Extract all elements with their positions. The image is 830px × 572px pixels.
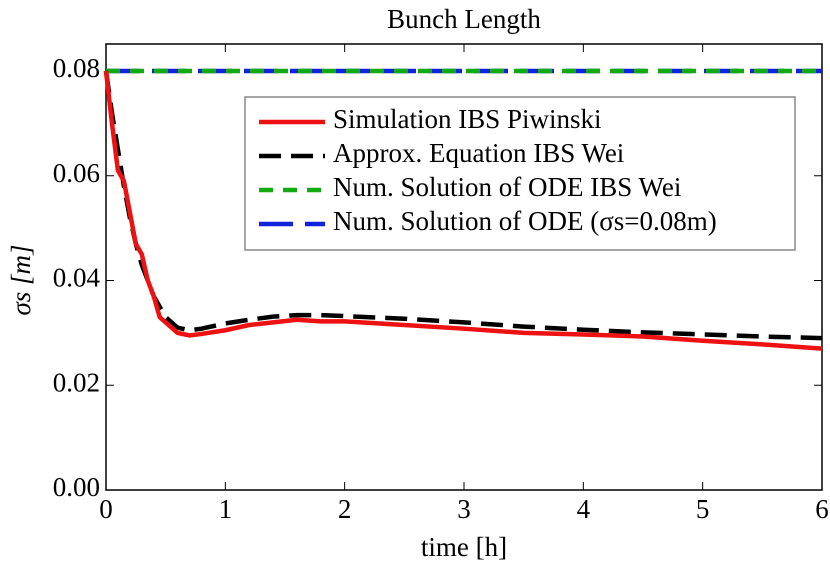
legend-label: Num. Solution of ODE (σs=0.08m)	[333, 206, 717, 236]
x-tick-label: 2	[338, 494, 352, 524]
legend-box	[244, 96, 796, 251]
series-line	[103, 70, 823, 351]
x-tick-label: 4	[577, 494, 591, 524]
x-axis-label: time [h]	[421, 532, 507, 562]
legend-label: Num. Solution of ODE IBS Wei	[333, 172, 681, 202]
x-tick-label: 5	[696, 494, 710, 524]
chart-title: Bunch Length	[387, 4, 541, 34]
y-tick-label: 0.00	[53, 472, 100, 502]
y-tick-label: 0.04	[53, 263, 101, 293]
x-tick-label: 0	[99, 494, 113, 524]
legend-label: Approx. Equation IBS Wei	[333, 138, 624, 168]
legend-label: Simulation IBS Piwinski	[333, 104, 602, 134]
y-tick-label: 0.02	[53, 367, 100, 397]
y-tick-label: 0.06	[53, 158, 100, 188]
x-tick-label: 1	[219, 494, 233, 524]
x-tick-label: 6	[815, 494, 829, 524]
y-axis-label: σs [m]	[6, 244, 36, 315]
y-tick-label: 0.08	[53, 53, 100, 83]
x-tick-label: 3	[457, 494, 471, 524]
